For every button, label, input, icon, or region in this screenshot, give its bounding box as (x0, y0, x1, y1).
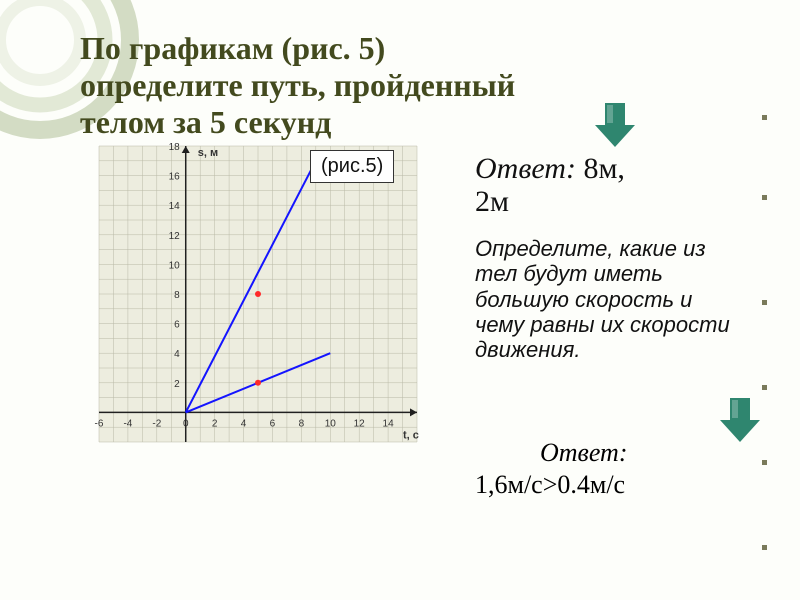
svg-text:10: 10 (325, 418, 337, 429)
title-line-2: определите путь, пройденный (80, 67, 515, 103)
svg-text:-4: -4 (123, 418, 132, 429)
svg-text:0: 0 (183, 418, 189, 429)
answer-2-value: 1,6м/с>0.4м/с (475, 470, 625, 500)
svg-text:14: 14 (383, 418, 395, 429)
svg-text:8: 8 (174, 290, 180, 301)
svg-text:-2: -2 (152, 418, 161, 429)
svg-text:18: 18 (169, 142, 181, 153)
svg-text:6: 6 (174, 320, 180, 331)
answer-2-label: Ответ: (540, 438, 627, 468)
svg-text:4: 4 (174, 349, 180, 360)
decor-dots (752, 0, 782, 600)
svg-text:12: 12 (169, 231, 181, 242)
svg-text:2: 2 (174, 379, 180, 390)
title-line-3: телом за 5 секунд (80, 104, 331, 140)
svg-text:t, с: t, с (403, 429, 419, 441)
figure-label-text: (рис.5) (321, 155, 383, 177)
svg-text:16: 16 (169, 172, 181, 183)
svg-text:2: 2 (212, 418, 218, 429)
arrow-down-icon (590, 100, 640, 150)
slide: По графикам (рис. 5) определите путь, пр… (0, 0, 800, 600)
svg-text:8: 8 (299, 418, 305, 429)
distance-time-chart: -6 -4 -2 0 2 4 6 8 10 12 14 2 4 6 8 10 12 14 16 18 t, с s, м (65, 138, 425, 468)
svg-text:-6: -6 (95, 418, 104, 429)
figure-label: (рис.5) (310, 150, 394, 183)
sub-question: Определите, какие из тел будут иметь бол… (475, 236, 730, 362)
answer-1-label: Ответ: (475, 152, 576, 185)
answer-1: Ответ: 8м,2м (475, 152, 625, 218)
svg-text:14: 14 (169, 201, 181, 212)
svg-text:10: 10 (169, 260, 181, 271)
svg-text:12: 12 (354, 418, 366, 429)
svg-text:s, м: s, м (198, 147, 218, 159)
svg-text:6: 6 (270, 418, 276, 429)
svg-text:4: 4 (241, 418, 247, 429)
slide-title: По графикам (рис. 5) определите путь, пр… (80, 30, 740, 140)
title-line-1: По графикам (рис. 5) (80, 30, 385, 66)
